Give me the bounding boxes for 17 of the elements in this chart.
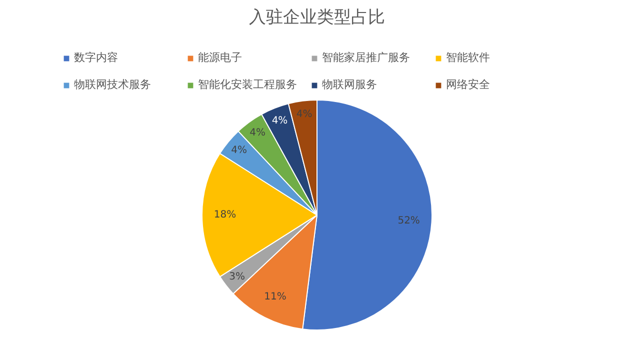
data-label: 4% — [250, 128, 266, 139]
legend-label: 智能家居推广服务 — [322, 50, 411, 65]
legend-label: 智能软件 — [446, 50, 491, 65]
data-label: 3% — [229, 272, 245, 283]
data-label: 11% — [264, 292, 286, 303]
data-label: 4% — [296, 109, 312, 120]
legend-label: 物联网服务 — [322, 77, 378, 92]
data-label: 4% — [231, 145, 247, 156]
data-label: 4% — [272, 115, 288, 126]
legend-label: 智能化安装工程服务 — [198, 77, 298, 92]
data-label: 18% — [214, 210, 236, 221]
legend-label: 物联网技术服务 — [74, 77, 152, 92]
legend-label: 网络安全 — [446, 77, 491, 92]
data-label: 52% — [398, 215, 420, 226]
legend-label: 能源电子 — [198, 50, 243, 65]
chart-title: 入驻企业类型占比 — [249, 8, 385, 28]
legend-label: 数字内容 — [74, 50, 119, 65]
